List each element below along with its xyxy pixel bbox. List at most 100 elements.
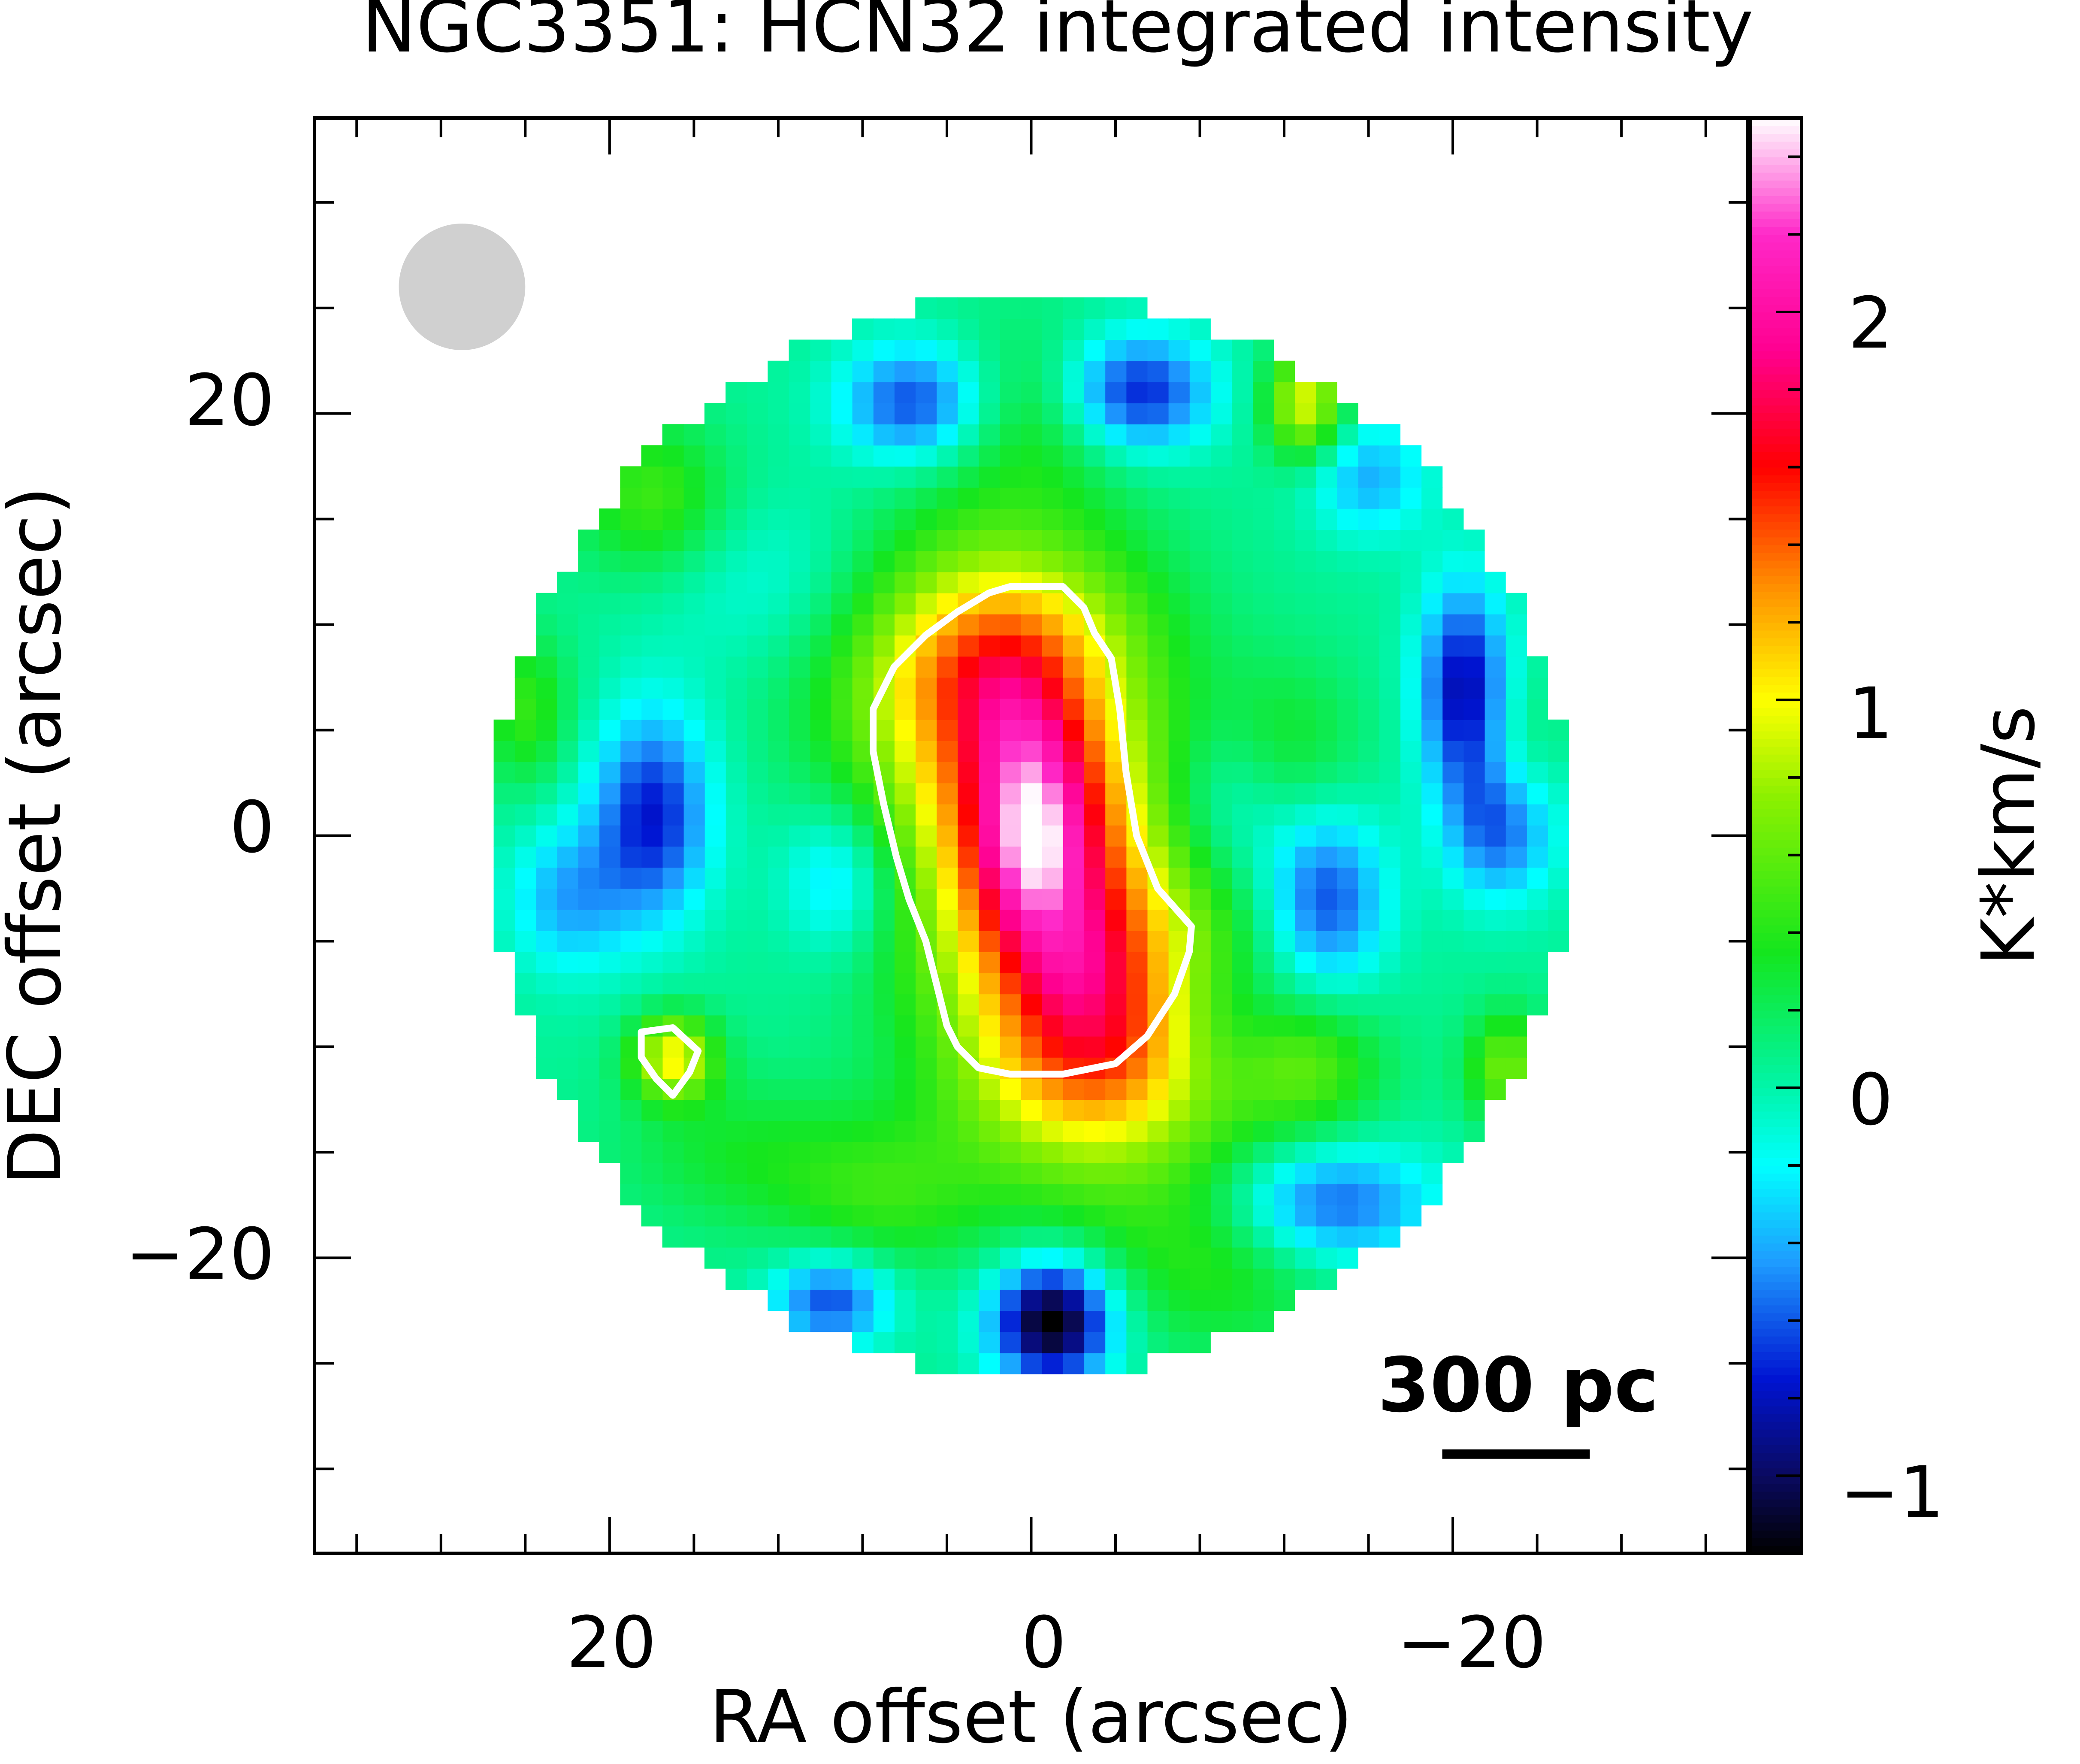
heatmap-cell	[1336, 867, 1358, 889]
heatmap-pixels	[493, 297, 1569, 1374]
heatmap-cell	[662, 762, 684, 784]
heatmap-cell	[1020, 973, 1042, 995]
heatmap-cell	[1336, 1099, 1358, 1121]
heatmap-cell	[873, 1141, 895, 1163]
heatmap-cell	[1463, 909, 1485, 931]
heatmap-cell	[1063, 846, 1085, 868]
heatmap-cell	[641, 1163, 663, 1184]
heatmap-cell	[957, 1184, 979, 1206]
heatmap-cell	[831, 1141, 853, 1163]
heatmap-cell	[1020, 572, 1042, 593]
heatmap-cell	[1336, 1036, 1358, 1058]
heatmap-cell	[1252, 614, 1274, 635]
heatmap-cell	[578, 656, 600, 678]
heatmap-cell	[1189, 487, 1211, 509]
heatmap-cell	[999, 508, 1021, 530]
colorbar-segment	[1750, 141, 1802, 150]
heatmap-cell	[599, 973, 621, 995]
heatmap-cell	[1527, 930, 1548, 952]
heatmap-cell	[641, 593, 663, 614]
colorbar-segment	[1750, 180, 1802, 188]
heatmap-cell	[852, 909, 874, 931]
heatmap-cell	[873, 339, 895, 361]
heatmap-cell	[852, 846, 874, 868]
heatmap-cell	[704, 994, 726, 1016]
heatmap-cell	[1358, 1057, 1379, 1079]
heatmap-cell	[704, 867, 726, 889]
heatmap-cell	[1379, 1184, 1401, 1206]
heatmap-cell	[999, 952, 1021, 974]
heatmap-cell	[915, 1247, 937, 1269]
heatmap-cell	[957, 930, 979, 952]
heatmap-cell	[1231, 804, 1253, 826]
heatmap-cell	[1168, 762, 1190, 784]
heatmap-cell	[1421, 930, 1443, 952]
heatmap-cell	[1189, 403, 1211, 425]
colorbar-segment	[1750, 521, 1802, 530]
heatmap-cell	[768, 635, 789, 657]
heatmap-cell	[936, 445, 958, 467]
heatmap-cell	[1126, 1141, 1148, 1163]
heatmap-cell	[957, 952, 979, 974]
heatmap-cell	[683, 867, 705, 889]
heatmap-cell	[683, 719, 705, 741]
heatmap-cell	[1063, 318, 1085, 340]
heatmap-cell	[1168, 1310, 1190, 1332]
heatmap-cell	[1084, 1205, 1106, 1227]
heatmap-cell	[578, 1078, 600, 1100]
heatmap-cell	[978, 888, 1000, 910]
heatmap-cell	[789, 1310, 810, 1332]
heatmap-cell	[1189, 677, 1211, 699]
colorbar-segment	[1750, 475, 1802, 483]
heatmap-cell	[1189, 1247, 1211, 1269]
heatmap-cell	[768, 614, 789, 635]
heatmap-cell	[936, 360, 958, 382]
heatmap-cell	[683, 508, 705, 530]
heatmap-cell	[852, 677, 874, 699]
heatmap-cell	[810, 698, 831, 720]
heatmap-cell	[578, 930, 600, 952]
heatmap-cell	[915, 1289, 937, 1311]
heatmap-cell	[1252, 888, 1274, 910]
heatmap-cell	[1126, 1353, 1148, 1374]
heatmap-cell	[1400, 783, 1422, 805]
heatmap-cell	[1063, 804, 1085, 826]
heatmap-cell	[1379, 783, 1401, 805]
heatmap-cell	[1379, 572, 1401, 593]
heatmap-cell	[936, 381, 958, 403]
heatmap-cell	[852, 1331, 874, 1353]
heatmap-cell	[641, 994, 663, 1016]
heatmap-cell	[1442, 846, 1464, 868]
colorbar-segment	[1750, 273, 1802, 281]
heatmap-cell	[1506, 867, 1527, 889]
heatmap-cell	[768, 1036, 789, 1058]
heatmap-cell	[599, 930, 621, 952]
heatmap-cell	[704, 403, 726, 425]
heatmap-cell	[1210, 1163, 1232, 1184]
heatmap-cell	[852, 466, 874, 488]
heatmap-cell	[1168, 1226, 1190, 1248]
heatmap-cell	[1358, 530, 1379, 551]
heatmap-cell	[1210, 762, 1232, 784]
heatmap-cell	[936, 783, 958, 805]
heatmap-cell	[1273, 403, 1295, 425]
heatmap-cell	[1189, 572, 1211, 593]
heatmap-cell	[1463, 930, 1485, 952]
heatmap-cell	[936, 1205, 958, 1227]
heatmap-cell	[852, 445, 874, 467]
heatmap-cell	[1042, 1226, 1063, 1248]
heatmap-cell	[1442, 1015, 1464, 1037]
heatmap-cell	[1126, 508, 1148, 530]
heatmap-cell	[831, 424, 853, 446]
heatmap-cell	[1126, 1184, 1148, 1206]
heatmap-cell	[1231, 530, 1253, 551]
heatmap-cell	[1231, 656, 1253, 678]
heatmap-cell	[894, 762, 916, 784]
heatmap-cell	[915, 698, 937, 720]
heatmap-cell	[915, 804, 937, 826]
heatmap-cell	[578, 1120, 600, 1142]
heatmap-cell	[957, 741, 979, 762]
heatmap-cell	[852, 487, 874, 509]
heatmap-cell	[599, 1015, 621, 1037]
colorbar-segment	[1750, 1514, 1802, 1523]
